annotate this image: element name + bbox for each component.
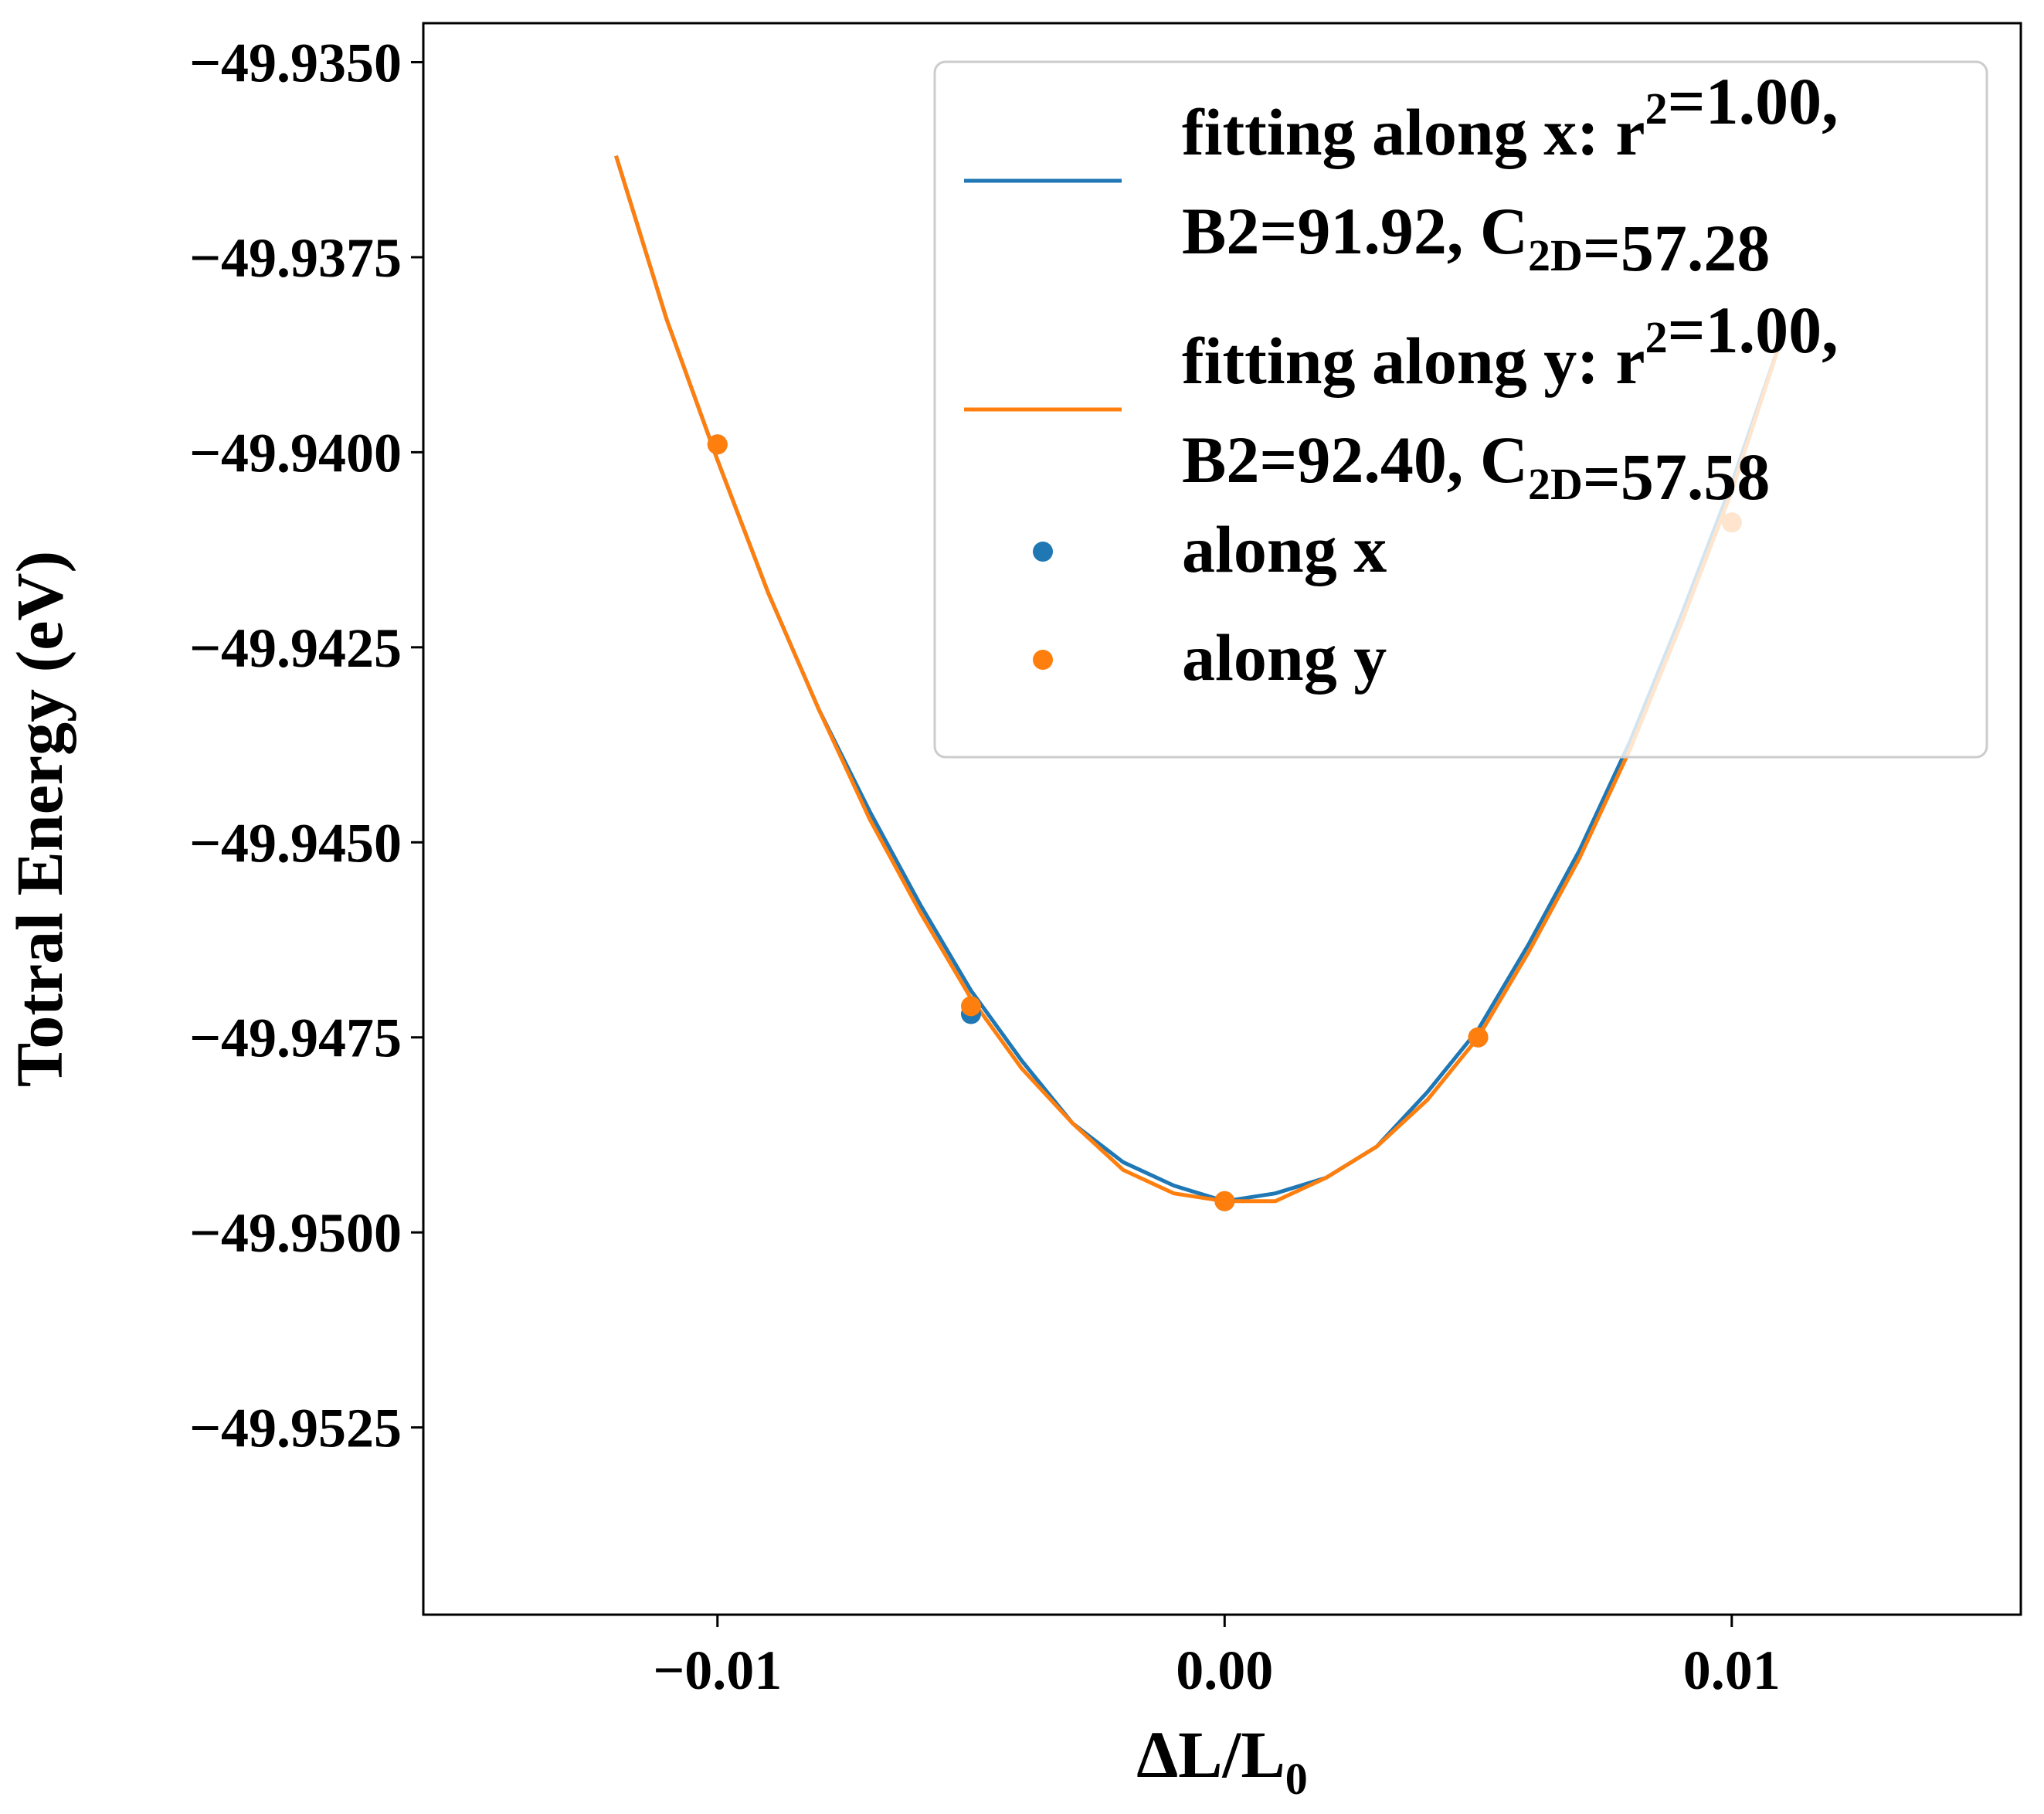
x-tick-label: 0.00 <box>1176 1639 1273 1701</box>
legend-segment: fitting along x: r <box>1182 95 1645 169</box>
data-point-3-3 <box>1468 1027 1489 1048</box>
y-tick-label: −49.9525 <box>189 1398 402 1459</box>
y-tick-label: −49.9475 <box>189 1007 402 1069</box>
legend-segment: 2 <box>1645 312 1668 362</box>
x-axis-label-subscript: 0 <box>1285 1754 1308 1804</box>
legend-segment: 2 <box>1645 83 1668 134</box>
legend-label-0-0: fitting along x: r2=1.00, <box>1182 64 1839 169</box>
legend-marker-2 <box>1033 542 1053 562</box>
legend-segment: fitting along y: r <box>1182 324 1645 398</box>
y-axis-label: Totral Energy (eV) <box>2 551 76 1087</box>
data-point-3-1 <box>961 996 981 1017</box>
y-tick-label: −49.9400 <box>189 422 402 484</box>
legend-segment: =57.28 <box>1583 211 1771 285</box>
data-point-3-0 <box>707 434 728 455</box>
y-tick-label: −49.9350 <box>189 32 402 93</box>
legend-label-3: along y <box>1182 620 1387 695</box>
x-tick-label: −0.01 <box>653 1639 782 1701</box>
y-tick-label: −49.9425 <box>189 617 402 679</box>
plot-frame <box>422 22 2022 1616</box>
x-tick-label: 0.01 <box>1683 1639 1781 1701</box>
data-point-3-2 <box>1214 1191 1235 1211</box>
y-tick-label: −49.9450 <box>189 812 402 874</box>
legend-segment: B2=92.40, C <box>1182 423 1528 497</box>
legend-label-1-1: B2=92.40, C2D=57.58 <box>1182 423 1770 514</box>
legend-label-1-0: fitting along y: r2=1.00, <box>1182 293 1839 398</box>
legend-segment: =1.00, <box>1668 64 1839 138</box>
y-tick-label: −49.9375 <box>189 227 402 289</box>
legend-segment: =57.58 <box>1583 440 1771 514</box>
fit-line-1 <box>614 155 1784 1204</box>
legend-segment: =1.00, <box>1668 293 1839 367</box>
legend-label-0-1: B2=91.92, C2D=57.28 <box>1182 194 1770 285</box>
x-axis-label: ΔL/L0 <box>1136 1717 1308 1804</box>
legend-box <box>933 60 1988 759</box>
legend-label-2: along x <box>1182 512 1387 586</box>
legend-segment: 2D <box>1528 459 1583 509</box>
legend-marker-3 <box>1033 650 1053 670</box>
x-axis-label-main: ΔL/L <box>1136 1717 1285 1792</box>
y-tick-label: −49.9500 <box>189 1202 402 1264</box>
legend-segment: B2=91.92, C <box>1182 194 1528 268</box>
legend-segment: 2D <box>1528 230 1583 280</box>
